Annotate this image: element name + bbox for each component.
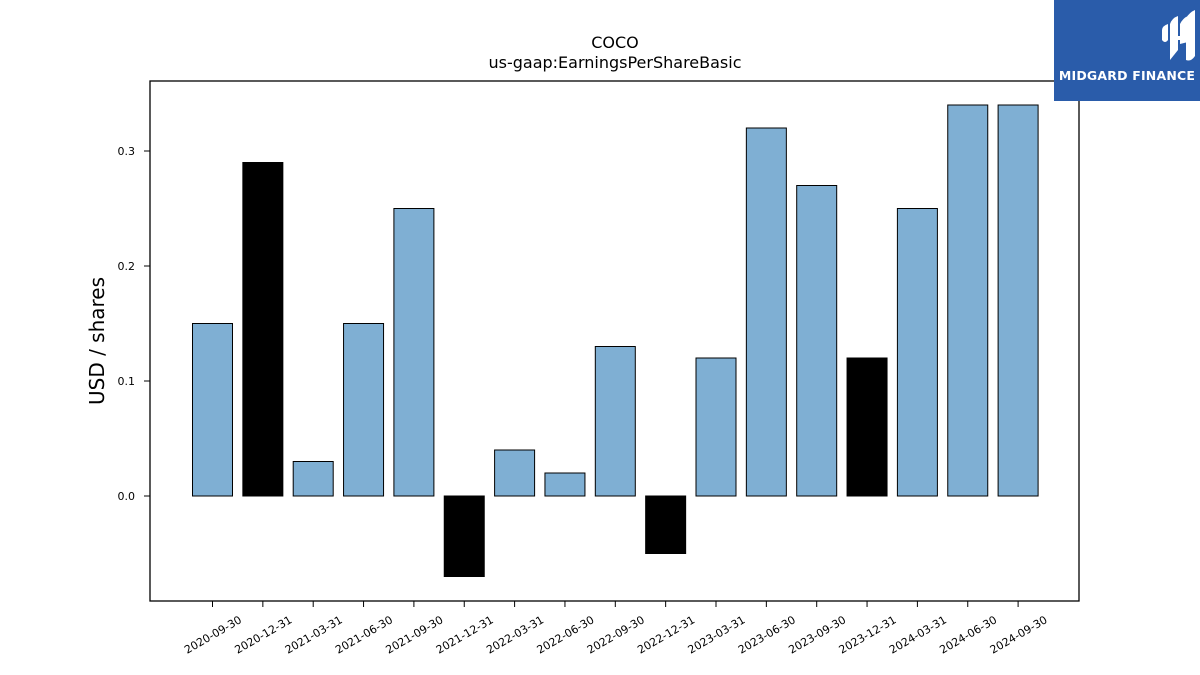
bar-2020-12-31 [242,162,284,497]
bar-2022-03-31 [494,449,536,497]
bar-2020-09-30 [192,323,233,497]
bar-2021-06-30 [343,323,385,497]
bar-2022-12-31 [645,495,687,554]
bar-2022-06-30 [544,472,586,497]
y-tick-label: 0.3 [118,145,136,158]
bar-2023-03-31 [695,357,737,497]
y-axis-label: USD / shares [85,277,109,405]
bar-2022-09-30 [594,346,636,497]
bar-2023-12-31 [846,357,888,497]
x-tick-label: 2024-09-30 [988,613,1050,656]
chart-subtitle: us-gaap:EarningsPerShareBasic [488,53,741,72]
logo-text: MIDGARD FINANCE [1058,68,1196,83]
bar-2021-03-31 [292,461,334,497]
bar-2024-03-31 [896,208,938,497]
bar-2024-09-30 [997,104,1039,497]
midgard-logo-icon [1162,10,1195,61]
y-tick-label: 0.1 [118,375,136,388]
bar-2023-09-30 [796,185,838,497]
y-axis: 0.0 0.1 0.2 0.3 [118,145,150,503]
midgard-finance-logo: MIDGARD FINANCE [1054,0,1200,101]
bar-2021-09-30 [393,208,435,497]
bar-2024-06-30 [947,104,989,497]
plot-frame [149,80,1080,602]
y-tick-label: 0.2 [118,260,136,273]
x-axis: 2020-09-302020-12-312021-03-312021-06-30… [182,601,1050,657]
bar-2023-06-30 [745,127,787,497]
bars-layer [192,104,1039,577]
chart-title: COCO [591,33,639,52]
y-tick-label: 0.0 [118,490,136,503]
bar-2021-12-31 [443,495,485,577]
